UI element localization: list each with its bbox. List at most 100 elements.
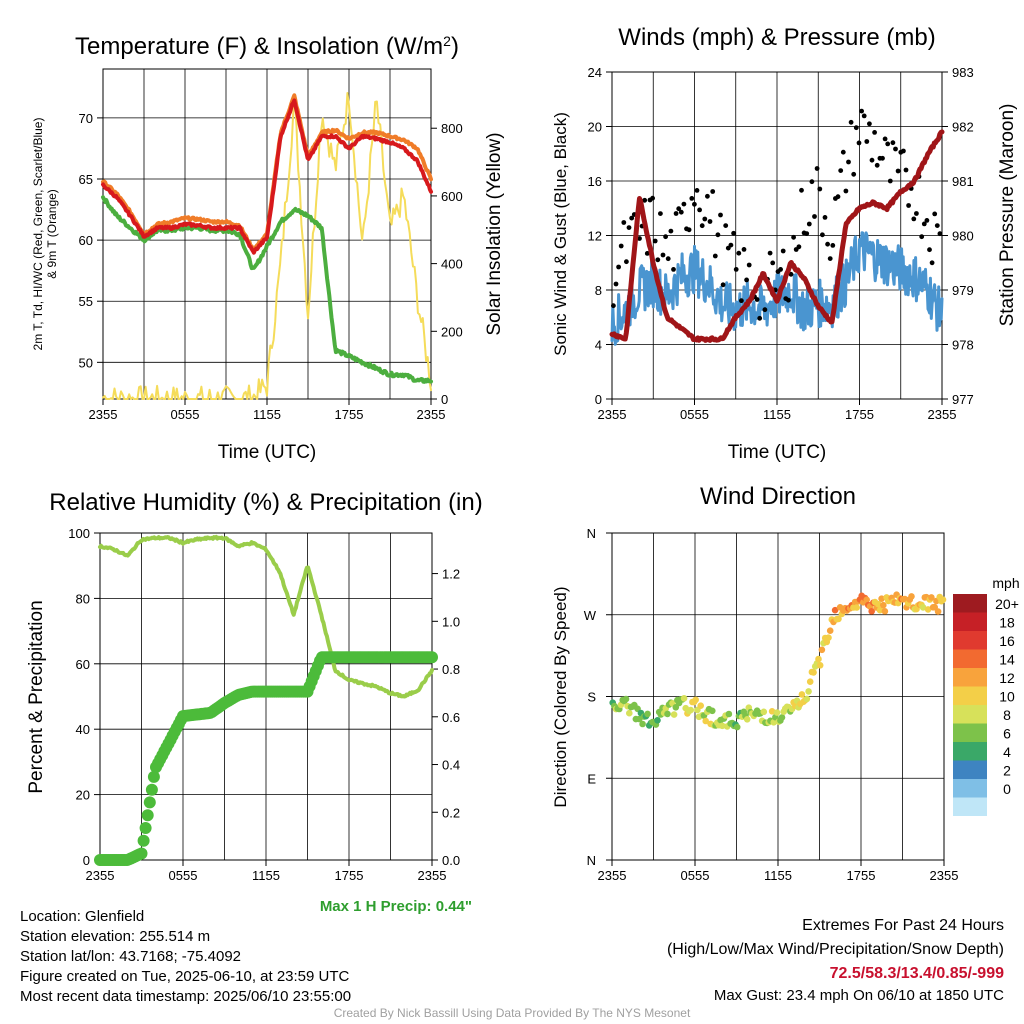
winds-yaxis-tick-label: 20 <box>588 120 602 135</box>
winds-y2axis-tick-label: 982 <box>952 120 974 135</box>
gust-point <box>652 238 658 244</box>
gust-point <box>806 221 812 227</box>
gust-point <box>851 171 857 177</box>
winds-yaxis-tick-label: 12 <box>588 229 602 244</box>
speed-legend-swatch <box>953 631 987 650</box>
direction-points <box>609 591 947 731</box>
direction-point <box>831 606 839 614</box>
gust-point <box>927 247 932 253</box>
precip-point <box>143 796 156 809</box>
gust-point <box>739 298 744 304</box>
direction-point <box>692 696 699 704</box>
gust-point <box>710 189 716 194</box>
gust-point <box>903 167 909 173</box>
gust-point <box>937 231 943 237</box>
temperature-xlabel: Time (UTC) <box>218 442 317 463</box>
gust-point <box>791 234 796 240</box>
gust-point <box>668 228 674 234</box>
direction-point <box>664 710 671 718</box>
direction-point <box>816 662 824 669</box>
gust-point <box>660 252 666 258</box>
gust-point <box>867 121 872 127</box>
gust-point <box>613 281 619 287</box>
winds-yaxis-tick-label: 24 <box>588 65 602 80</box>
speed-legend-label: 2 <box>1003 763 1011 779</box>
gust-point <box>885 141 891 147</box>
direction-point <box>670 711 678 718</box>
direction-point <box>853 604 860 611</box>
gust-point <box>921 221 927 227</box>
extremes-values: 72.5/58.3/13.4/0.85/-999 <box>829 965 1004 982</box>
gust-point <box>914 211 919 216</box>
speed-legend-swatch <box>953 779 987 798</box>
winds-panel-xtick-label: 1755 <box>845 407 874 422</box>
gust-point <box>853 125 859 131</box>
gust-point <box>712 253 718 259</box>
direction-point <box>770 719 777 726</box>
gust-point <box>895 168 901 174</box>
direction-point <box>805 688 812 695</box>
gust-point <box>932 211 938 217</box>
direction-point <box>878 595 885 602</box>
humidity-title: Relative Humidity (%) & Precipitation (i… <box>49 489 482 516</box>
humidity-yaxis-tick-label: 60 <box>76 657 90 672</box>
winds-y2label: Station Pressure (Maroon) <box>997 104 1018 327</box>
gust-point <box>757 315 763 321</box>
humidity-yaxis-tick-label: 80 <box>76 591 90 606</box>
gust-point <box>637 236 642 241</box>
direction-point <box>928 594 935 601</box>
winds-title: Winds (mph) & Pressure (mb) <box>618 24 935 51</box>
precip-points <box>94 651 438 866</box>
direction-point <box>908 593 915 600</box>
gust-point <box>663 234 668 240</box>
temperature-yaxis-tick-label: 70 <box>79 111 93 126</box>
humidity-y2axis-tick-label: 0.0 <box>442 853 460 868</box>
direction-point <box>826 627 834 634</box>
gust-point <box>650 195 655 201</box>
direction-title: Wind Direction <box>700 483 856 510</box>
speed-legend-label: 10 <box>999 689 1015 705</box>
gust-point <box>804 231 810 237</box>
temperature-yaxis-tick-label: 50 <box>79 355 93 370</box>
gust-point <box>874 162 880 168</box>
precip-point <box>147 770 160 783</box>
direction-point <box>815 655 822 663</box>
temperature-panel-xtick-label: 1755 <box>335 407 364 422</box>
speed-legend-swatch <box>953 760 987 779</box>
direction-yaxis-tick-label: E <box>587 771 596 786</box>
speed-legend-label: 18 <box>999 615 1015 631</box>
gust-point <box>872 130 877 135</box>
extremes-title: Extremes For Past 24 Hours <box>802 917 1004 934</box>
gust-points <box>611 108 943 321</box>
gust-point <box>762 307 768 313</box>
pressure-line <box>609 129 945 343</box>
speed-legend <box>953 594 987 816</box>
gust-point <box>838 168 844 174</box>
direction-yaxis-tick-label: S <box>587 690 596 705</box>
gust-point <box>702 216 708 222</box>
direction-point <box>709 707 716 715</box>
direction-point <box>919 604 927 611</box>
temperature-title: Temperature (F) & Insolation (W/m2) <box>75 33 459 60</box>
direction-point <box>636 715 643 723</box>
winds-panel-xtick-label: 2355 <box>928 407 957 422</box>
speed-legend-label: 16 <box>999 633 1015 649</box>
gust-point <box>864 139 870 144</box>
direction-point <box>719 722 726 730</box>
gust-point <box>673 211 679 216</box>
gust-point <box>856 140 862 146</box>
gust-point <box>624 259 629 265</box>
gust-point <box>924 218 930 223</box>
direction-point <box>773 709 781 716</box>
direction-point <box>934 608 942 615</box>
gust-point <box>770 260 776 266</box>
gust-point <box>720 282 726 288</box>
gust-point <box>809 179 815 185</box>
direction-point <box>939 596 947 603</box>
gust-point <box>626 225 632 231</box>
gust-point <box>796 244 802 250</box>
winds-panel-xtick-label: 2355 <box>598 407 627 422</box>
direction-point <box>687 706 694 714</box>
temperature-title-close: ) <box>451 33 459 60</box>
